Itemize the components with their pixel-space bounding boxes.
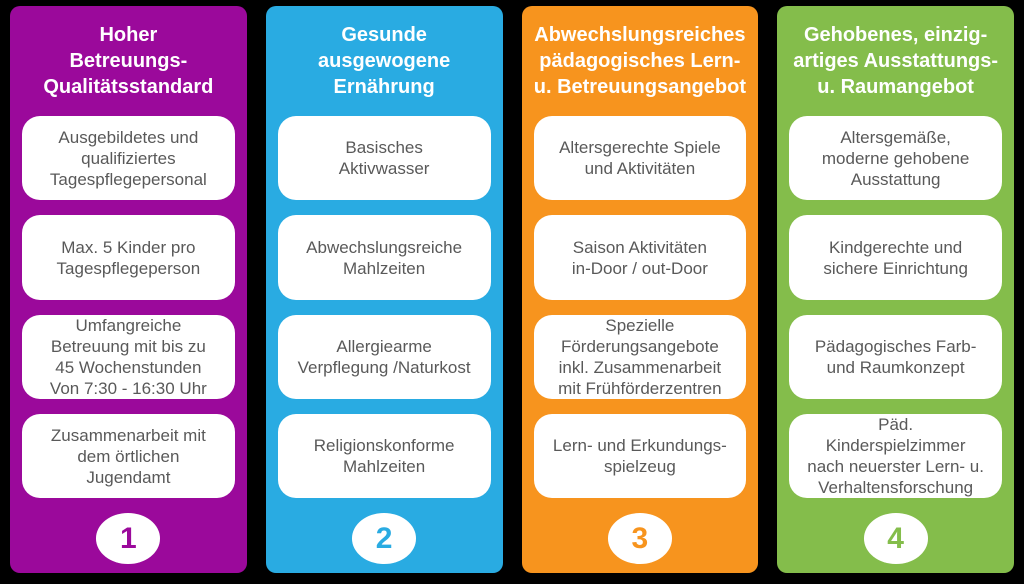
list-item: Zusammenarbeit mit dem örtlichen Jugenda… [22,414,235,499]
list-item-text: Spezielle Förderungsangebote inkl. Zusam… [558,315,722,398]
column-nutrition: Gesunde ausgewogene Ernährung Basisches … [265,6,503,573]
list-item: Spezielle Förderungsangebote inkl. Zusam… [533,314,747,400]
list-item: Allergiearme Verpflegung /Naturkost [277,314,491,400]
number-badge: 4 [863,513,928,565]
list-item: Max. 5 Kinder pro Tagespflegeperson [22,215,235,300]
number-badge: 2 [352,513,417,565]
list-item: Saison Aktivitäten in-Door / out-Door [533,215,747,300]
number-badge: 3 [607,513,672,565]
column-title: Gehobenes, einzig- artiges Ausstattungs-… [793,24,999,99]
list-item: Ausgebildetes und qualifiziertes Tagespf… [22,116,235,201]
list-item-text: Allergiearme Verpflegung /Naturkost [297,336,471,377]
column-learning-offer: Abwechslungsreiches pädagogisches Lern- … [521,6,759,573]
list-item: Umfangreiche Betreuung mit bis zu 45 Woc… [22,314,235,400]
list-item: Religionskonforme Mahlzeiten [277,414,491,499]
list-item-text: Max. 5 Kinder pro Tagespflegeperson [56,237,201,278]
list-item-text: Altersgerechte Spiele und Aktivitäten [559,138,721,179]
column-title: Hoher Betreuungs- Qualitätsstandard [43,24,214,99]
column-quality-standard: Hoher Betreuungs- Qualitätsstandard Ausg… [10,6,247,573]
list-item-text: Pädagogisches Farb- und Raumkonzept [814,336,977,377]
list-item-text: Altersgemäße, moderne gehobene Ausstattu… [821,127,970,189]
list-item-text: Saison Aktivitäten in-Door / out-Door [571,237,708,278]
list-item-text: Kindgerechte und sichere Einrichtung [823,237,968,278]
list-item-text: Ausgebildetes und qualifiziertes Tagespf… [49,127,207,189]
list-item: Basisches Aktivwasser [277,116,491,201]
list-item-text: Lern- und Erkundungs- spielzeug [552,436,727,477]
column-title: Gesunde ausgewogene Ernährung [317,24,451,99]
list-item-text: Päd. Kinderspielzimmer nach neuerster Le… [807,415,984,498]
list-item: Pädagogisches Farb- und Raumkonzept [789,314,1002,400]
list-item: Lern- und Erkundungs- spielzeug [533,414,747,499]
list-item-text: Umfangreiche Betreuung mit bis zu 45 Woc… [49,315,207,398]
list-item-text: Basisches Aktivwasser [338,138,430,179]
list-item: Abwechslungsreiche Mahlzeiten [277,215,491,300]
number-badge: 1 [96,513,161,565]
column-equipment-rooms: Gehobenes, einzig- artiges Ausstattungs-… [777,6,1014,573]
list-item-text: Zusammenarbeit mit dem örtlichen Jugenda… [50,425,206,487]
list-item: Altersgemäße, moderne gehobene Ausstattu… [789,116,1002,201]
list-item-text: Abwechslungsreiche Mahlzeiten [306,237,463,278]
list-item: Päd. Kinderspielzimmer nach neuerster Le… [789,414,1002,499]
list-item: Altersgerechte Spiele und Aktivitäten [533,116,747,201]
list-item-text: Religionskonforme Mahlzeiten [313,436,455,477]
column-title: Abwechslungsreiches pädagogisches Lern- … [533,24,746,99]
list-item: Kindgerechte und sichere Einrichtung [789,215,1002,300]
